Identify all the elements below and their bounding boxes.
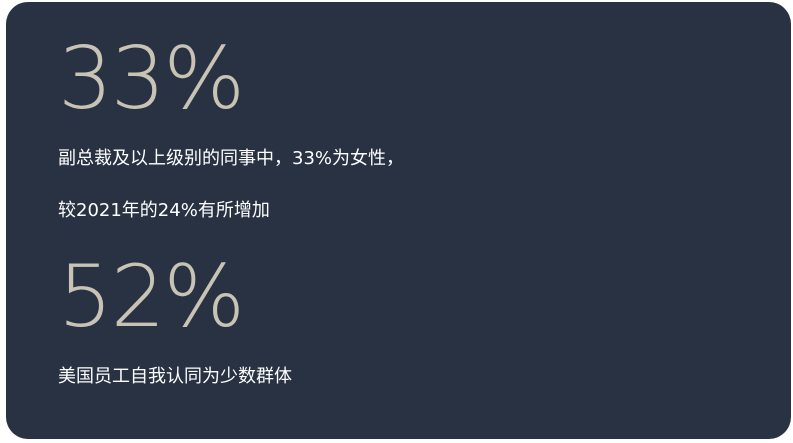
stat-text: 较2021年的24%有所增加 bbox=[58, 200, 270, 221]
stats-card: 33% 副总裁及以上级别的同事中，33%为女性， 较2021年的24%有所增加 … bbox=[6, 2, 791, 439]
stat-value: 33% bbox=[58, 29, 245, 129]
stat-text: 副总裁及以上级别的同事中，33%为女性， bbox=[58, 148, 405, 169]
stat-text: 美国员工自我认同为少数群体 bbox=[58, 366, 292, 387]
stat-value: 52% bbox=[58, 247, 245, 347]
